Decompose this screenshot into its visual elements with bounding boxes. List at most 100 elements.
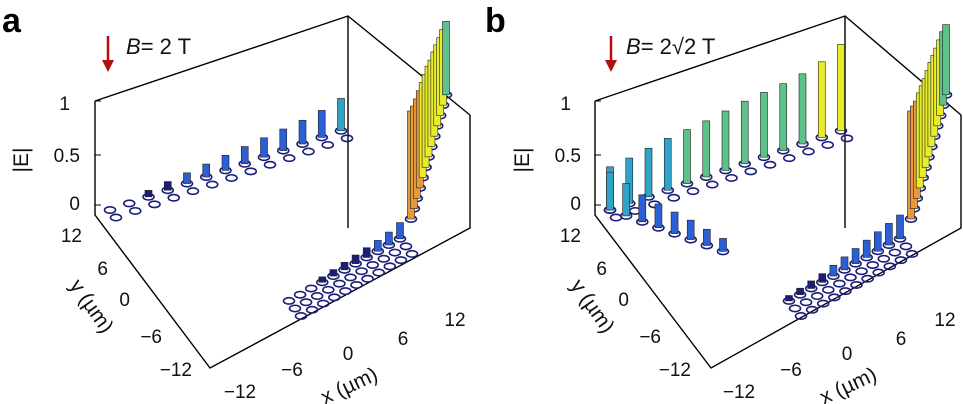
lattice-cell <box>339 287 352 296</box>
lattice-cell <box>288 304 302 313</box>
lattice-cell <box>744 167 758 176</box>
lattice-cell <box>399 242 413 251</box>
lattice-cell <box>686 187 700 196</box>
lattice-cell <box>763 160 777 169</box>
data-bar <box>362 247 371 258</box>
data-bar <box>862 239 871 258</box>
data-bar <box>644 147 653 198</box>
data-bar <box>663 138 672 191</box>
lattice-cell <box>821 285 835 294</box>
lattice-cell <box>148 200 161 209</box>
lattice-cell <box>282 154 296 163</box>
lattice-cell <box>705 180 719 189</box>
lattice-cell <box>366 260 380 269</box>
lattice-cell <box>802 147 815 156</box>
lattice-cell <box>667 193 681 202</box>
x-tick: 0 <box>343 344 354 365</box>
z-axis-label-a: |E| <box>10 148 33 173</box>
z-ticks-b: 1 0.5 0 <box>555 94 601 215</box>
data-bar <box>896 214 904 240</box>
lattice-cell <box>377 254 391 263</box>
chart-b: b B= 2√2 T 1 0.5 0 |E| 12 6 0 −6 −12 <box>485 2 962 404</box>
panel-b: b B= 2√2 T 1 0.5 0 |E| 12 6 0 −6 −12 <box>483 0 963 404</box>
lattice-cell <box>167 193 181 202</box>
lattice-cell <box>782 154 796 163</box>
lattice-cell <box>388 248 402 257</box>
data-bar <box>240 146 249 165</box>
y-tick: 0 <box>618 290 629 311</box>
lattice-cell <box>321 285 335 294</box>
y-ticks-b: 12 6 0 −6 −12 <box>560 226 691 381</box>
lattice-cell <box>394 256 408 265</box>
data-bar <box>385 231 393 246</box>
data-bar <box>798 73 807 145</box>
lattice-cell <box>850 280 863 289</box>
lattice-cell <box>405 249 419 258</box>
z-tick: 1 <box>560 94 571 115</box>
lattice-cell <box>827 293 841 302</box>
y-axis-label-a: y (µm) <box>65 275 118 337</box>
data-bar <box>942 24 950 96</box>
x-tick: −12 <box>723 382 755 403</box>
y-tick: −6 <box>140 327 162 348</box>
data-bar <box>337 98 345 132</box>
lattice-cell <box>788 304 802 313</box>
lattice-cell <box>316 299 330 308</box>
data-bar <box>702 120 711 178</box>
lattice-cell <box>327 293 341 302</box>
data-bar <box>622 183 630 217</box>
y-axis-label-b: y (µm) <box>566 275 619 337</box>
x-tick: 12 <box>444 310 465 331</box>
lattice-cell <box>282 296 296 305</box>
field-arrow-icon <box>102 36 114 72</box>
x-axis-label-a: x (µm) <box>317 363 381 404</box>
lattice-cell <box>294 312 308 321</box>
lattice-cell <box>205 180 219 189</box>
data-bar <box>719 238 727 252</box>
x-ticks-b: −12 −6 0 6 12 <box>723 310 956 403</box>
lattice-cell <box>840 134 854 143</box>
x-tick: −6 <box>780 360 802 381</box>
data-bar <box>396 222 404 240</box>
lattice-cell <box>872 268 886 277</box>
y-tick: 6 <box>97 259 108 280</box>
lattice-cell <box>355 267 368 276</box>
y-tick: −12 <box>659 360 691 381</box>
data-bar <box>686 219 695 240</box>
data-bar <box>785 295 793 302</box>
lattice-cell <box>293 290 307 299</box>
lattice-cell <box>302 147 315 156</box>
data-bar <box>606 171 614 211</box>
y-tick: 6 <box>596 259 607 280</box>
lattice-a <box>103 90 453 321</box>
lattice-cell <box>350 280 363 289</box>
lattice-cell <box>883 262 897 271</box>
field-label-b: B= 2√2 T <box>626 34 715 59</box>
lattice-cell <box>263 160 277 169</box>
data-bar <box>329 269 338 277</box>
data-bar <box>817 61 826 138</box>
data-bar <box>279 128 288 151</box>
x-tick: 6 <box>398 329 409 350</box>
lattice-cell <box>861 274 874 283</box>
data-bar <box>818 273 827 283</box>
data-bar <box>807 280 816 289</box>
y-ticks-a: 12 6 0 −6 −12 <box>61 226 192 381</box>
lattice-cell <box>321 140 335 149</box>
lattice-cell <box>839 287 852 296</box>
x-tick: −12 <box>224 382 256 403</box>
lattice-cell <box>833 279 846 288</box>
x-tick: 12 <box>934 310 955 331</box>
lattice-cell <box>304 284 318 293</box>
data-bar <box>760 92 768 158</box>
data-bar <box>654 203 663 229</box>
data-bar <box>683 129 691 184</box>
y-tick: −12 <box>160 360 192 381</box>
lattice-cell <box>894 256 908 265</box>
data-bar <box>318 276 327 283</box>
lattice-cell <box>122 199 136 208</box>
z-tick: 0.5 <box>555 146 581 167</box>
x-tick: 6 <box>896 329 907 350</box>
data-bar <box>721 110 730 171</box>
lattice-cell <box>103 206 117 215</box>
